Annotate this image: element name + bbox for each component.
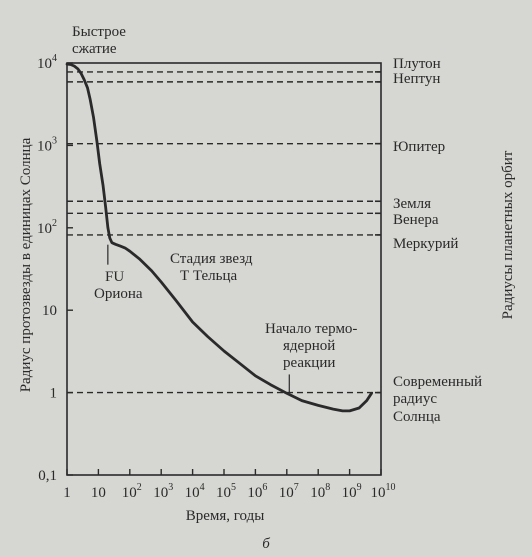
annot-fu-line2: Ориона <box>94 286 143 302</box>
label-neptune: Нептун <box>393 71 440 87</box>
y-tick-label-0: 0,1 <box>38 468 57 484</box>
annot-ttauri-line1: Стадия звезд <box>170 251 253 267</box>
label-jupiter: Юпитер <box>393 139 445 155</box>
y-tick-label-5: 104 <box>37 53 57 72</box>
x-tick-label-3: 103 <box>153 482 173 501</box>
y-axis-title: Радиус протозвезды в единицах Солнца <box>18 137 34 392</box>
right-axis-title: Радиусы планетных орбит <box>500 150 516 319</box>
protostar-radius-curve <box>65 62 373 413</box>
annot-rapid-line1: Быстрое <box>72 24 126 40</box>
x-tick-label-9: 109 <box>342 482 362 501</box>
label-earth: Земля <box>393 196 431 212</box>
x-tick-label-4: 104 <box>185 482 205 501</box>
annot-ttauri-line2: Т Тельца <box>180 268 238 284</box>
annot-rapid-line2: сжатие <box>72 41 117 57</box>
x-tick-label-6: 106 <box>247 482 267 501</box>
annot-nuclear-line2: ядерной <box>283 338 335 354</box>
x-tick-label-7: 107 <box>279 482 299 501</box>
y-tick-label-4: 103 <box>37 135 57 154</box>
annot-nuclear-line1: Начало термо- <box>265 321 357 337</box>
y-tick-label-2: 10 <box>42 303 57 319</box>
y-tick-label-1: 1 <box>50 386 58 402</box>
label-sun-line3: Солнца <box>393 409 441 425</box>
x-tick-label-1: 10 <box>91 485 106 501</box>
annot-fu-line1: FU <box>105 269 124 285</box>
annotation-leaders <box>107 244 290 393</box>
axis-ticks: 1 10 102 103 104 105 106 107 108 109 1010 0,1 1 10 102… <box>37 53 396 501</box>
x-tick-label-8: 108 <box>310 482 330 501</box>
x-tick-label-5: 105 <box>216 482 236 501</box>
annot-nuclear-line3: реакции <box>283 355 335 371</box>
x-tick-label-10: 1010 <box>371 482 396 501</box>
y-tick-label-3: 102 <box>37 218 57 237</box>
label-sun-line1: Современный <box>393 374 482 390</box>
label-sun-line2: радиус <box>393 391 437 407</box>
x-axis-title: Время, годы <box>186 508 265 524</box>
label-mercury: Меркурий <box>393 236 458 252</box>
label-pluto: Плутон <box>393 56 441 72</box>
figure-label: б <box>262 536 270 552</box>
x-tick-label-0: 1 <box>63 485 71 501</box>
x-tick-label-2: 102 <box>122 482 142 501</box>
label-venus: Венера <box>393 212 439 228</box>
orbit-reference-lines <box>67 71 381 394</box>
